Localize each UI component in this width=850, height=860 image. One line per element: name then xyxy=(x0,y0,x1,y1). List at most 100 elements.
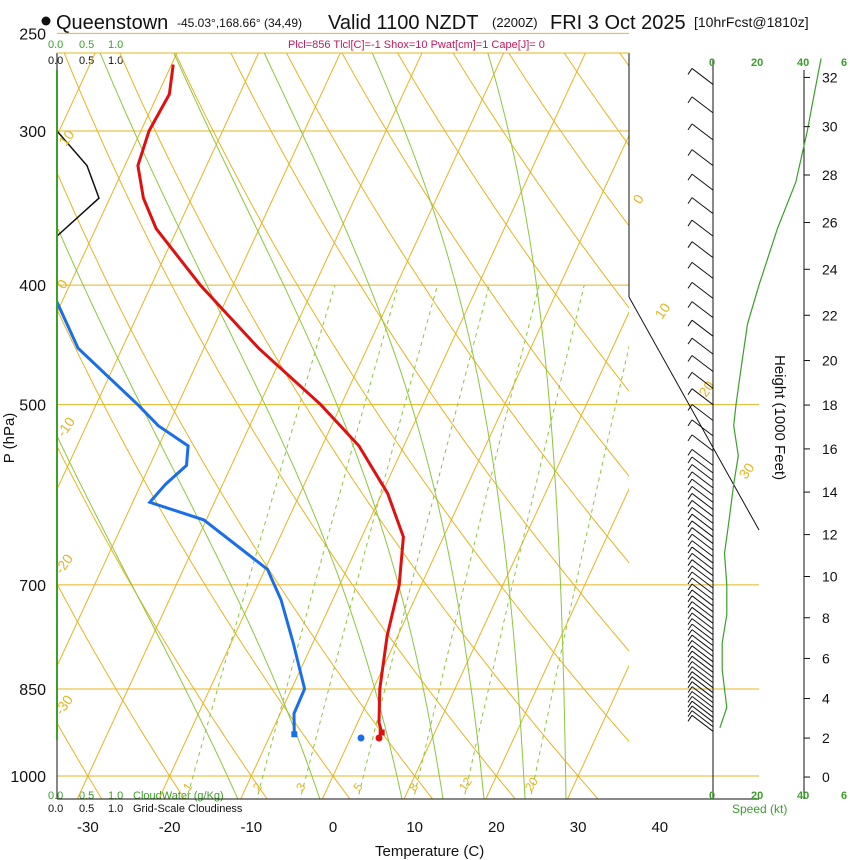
wind-barb xyxy=(691,319,714,337)
wind-barb-flag xyxy=(687,696,693,703)
wind-barb xyxy=(691,691,714,708)
x-tick-label: 20 xyxy=(488,819,505,836)
wind-barb-flag xyxy=(687,618,693,625)
x-tick-label: 10 xyxy=(406,819,423,836)
dry-adiabat-130 xyxy=(646,12,850,803)
height-tick-label: 28 xyxy=(822,167,838,183)
wind-barb-flag xyxy=(687,404,693,411)
wind-barb xyxy=(691,571,714,589)
isotherm-lines xyxy=(57,53,629,799)
bottom-green-tick-1: 0.5 xyxy=(79,790,94,802)
height-tick-label: 24 xyxy=(822,261,838,277)
isotherm-label: 10 xyxy=(651,300,673,322)
wind-barb xyxy=(691,471,714,489)
speed-tick-bottom-1: 20 xyxy=(751,790,763,802)
wind-barb xyxy=(691,710,714,728)
wind-barb-flag xyxy=(687,705,693,713)
wind-barb-flag xyxy=(687,629,693,636)
wind-barb xyxy=(691,123,714,141)
wind-barb-flag xyxy=(687,520,693,528)
isotherm--30 xyxy=(76,53,423,799)
wind-barb xyxy=(691,337,714,355)
wind-barb-flag xyxy=(687,449,693,456)
isotherm-20 xyxy=(485,487,629,799)
height-tick-label: 30 xyxy=(822,119,838,135)
dry-adiabat-0 xyxy=(57,308,351,799)
isotherm-label: 10 xyxy=(55,127,77,149)
wind-barb-flag xyxy=(687,372,693,379)
height-tick-label: 2 xyxy=(822,730,830,746)
wind-barb xyxy=(691,464,714,481)
wind-barb xyxy=(691,493,714,510)
wind-barb-flag xyxy=(687,533,693,541)
wind-barb xyxy=(691,650,714,668)
wind-barb-flag xyxy=(687,612,693,620)
x-axis-ticks: -30 -20 -10 0 10 20 30 40 xyxy=(77,819,668,836)
wind-barb xyxy=(691,371,714,389)
wind-speed-profile xyxy=(719,58,822,728)
wind-barb xyxy=(691,714,714,732)
dry-adiabat-60 xyxy=(285,53,629,564)
wind-barb-flag xyxy=(687,634,693,642)
wind-barb-flag xyxy=(687,666,693,673)
wind-barb-flag xyxy=(687,559,693,566)
wind-barb-flag xyxy=(687,691,693,698)
wind-barb xyxy=(691,595,714,613)
speed-tick-bottom-2: 40 xyxy=(797,790,809,802)
wind-barb xyxy=(691,500,714,517)
wind-barb xyxy=(691,601,714,618)
wind-barb xyxy=(691,281,714,299)
moist-adiabat-lines xyxy=(57,53,567,799)
wind-barb-flag xyxy=(687,623,693,631)
speed-tick-top-3: 6 xyxy=(841,57,847,69)
dry-adiabat--20 xyxy=(57,582,186,799)
isotherm--60 xyxy=(57,53,178,314)
wind-barb-flag xyxy=(687,527,693,534)
x-tick-label: 40 xyxy=(651,819,668,836)
surface-dewpoint-marker xyxy=(357,734,365,742)
wind-barb xyxy=(691,686,714,704)
wind-barb-flag xyxy=(687,456,693,464)
pressure-axis-ticks: 250 300 400 500 700 850 1000 xyxy=(10,26,46,786)
cloudiness-line xyxy=(57,130,100,237)
dry-adiabat-100 xyxy=(508,53,629,227)
isotherm-0 xyxy=(321,134,629,799)
forecast-info: [10hrFcst@1810z] xyxy=(694,14,809,30)
wind-barb xyxy=(691,618,714,635)
wind-barb-flag xyxy=(687,661,693,668)
wind-barb xyxy=(691,612,714,630)
x-tick-label: -20 xyxy=(159,819,181,836)
wind-barb-flag xyxy=(687,671,693,678)
height-tick-label: 26 xyxy=(822,215,838,231)
wind-barb-flag xyxy=(687,656,693,663)
height-tick-label: 12 xyxy=(822,527,838,543)
wind-barbs xyxy=(687,68,714,732)
wind-barb xyxy=(691,520,714,538)
speed-axis-label: Speed (kt) xyxy=(732,802,787,816)
moist-adiabat-15 xyxy=(173,53,444,799)
isotherm-label: -20 xyxy=(51,551,76,577)
dry-adiabat-40 xyxy=(174,53,629,743)
wind-barb-flag xyxy=(687,595,693,603)
wind-barb-flag xyxy=(687,471,693,479)
wind-barb xyxy=(691,546,714,564)
bottom-black-tick-2: 1.0 xyxy=(108,803,123,815)
isotherm-label: 20 xyxy=(695,378,717,400)
wind-barb xyxy=(691,629,714,647)
dry-adiabat-50 xyxy=(230,53,629,652)
height-tick-label: 32 xyxy=(822,69,838,85)
mixing-ratio-line-20 xyxy=(529,344,629,799)
height-tick-label: 20 xyxy=(822,353,838,369)
mixing-ratio-line-2 xyxy=(256,284,399,799)
wind-barb xyxy=(691,506,714,524)
wind-barb-flag xyxy=(687,337,693,345)
height-tick-label: 0 xyxy=(822,769,830,785)
wind-barb xyxy=(691,655,714,673)
isotherm--40 xyxy=(57,53,341,668)
header: Queenstown -45.03°,168.66° (34,49) Valid… xyxy=(41,12,809,51)
wind-barb xyxy=(691,419,714,437)
height-tick-label: 16 xyxy=(822,441,838,457)
wind-barb xyxy=(691,241,714,259)
bottom-black-tick-0: 0.0 xyxy=(48,803,63,815)
wind-barb xyxy=(691,676,714,694)
